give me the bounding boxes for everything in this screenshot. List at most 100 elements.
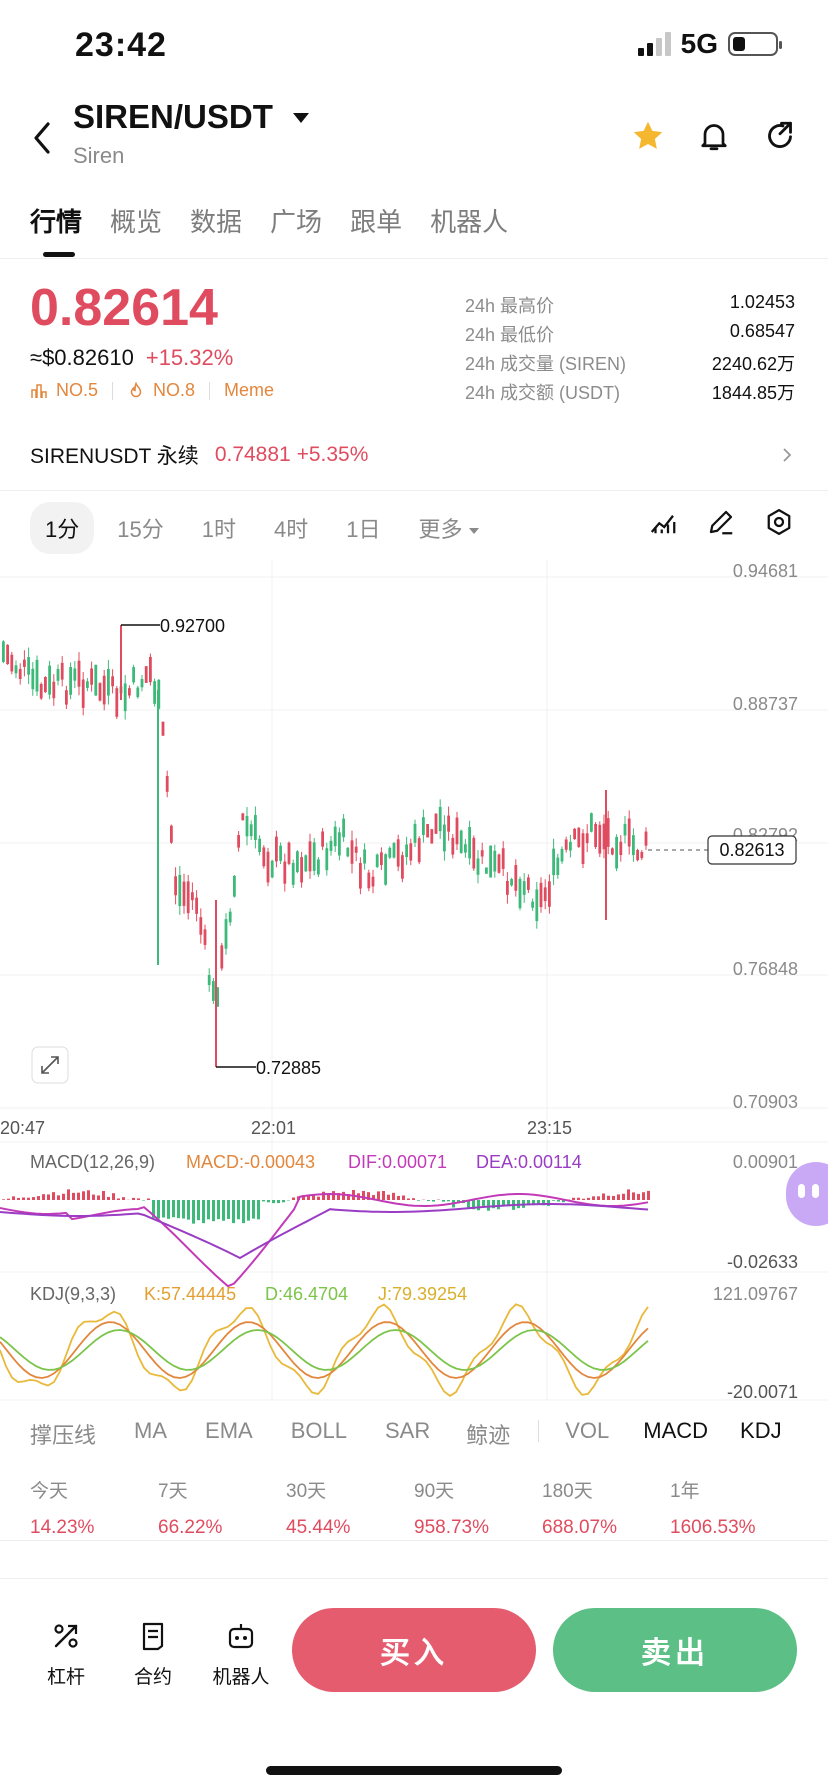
rank-tag[interactable]: NO.5 (30, 380, 98, 401)
interval-1h[interactable]: 1时 (201, 517, 236, 542)
star-icon[interactable] (630, 118, 666, 154)
bell-icon[interactable] (696, 118, 732, 154)
candle (539, 882, 543, 908)
candle (296, 851, 299, 873)
macd-bar (137, 1198, 140, 1200)
tab-data[interactable]: 数据 (190, 207, 243, 237)
hot-label: NO.8 (153, 380, 196, 400)
candle (455, 817, 459, 845)
interval-more[interactable]: 更多 (403, 502, 493, 554)
macd-bar (622, 1193, 625, 1200)
macd-bar (17, 1197, 20, 1200)
interval-1d[interactable]: 1日 (346, 517, 381, 542)
macd-bar (627, 1189, 630, 1200)
tab-copytrade[interactable]: 跟单 (350, 207, 403, 237)
tab-underline (43, 252, 75, 257)
tab-overview[interactable]: 概览 (110, 207, 163, 237)
macd-bar (372, 1195, 375, 1200)
ind-boll[interactable]: BOLL (290, 1418, 347, 1443)
bot-button[interactable]: 机器人 (205, 1620, 277, 1689)
candle (308, 841, 312, 872)
stats-panel: 24h 最高价 1.02453 24h 最低价 0.68547 24h 成交量 (S… (465, 292, 795, 408)
macd-bar (637, 1193, 640, 1200)
macd-bar (397, 1195, 400, 1200)
candle (632, 835, 635, 856)
meme-tag[interactable]: Meme (224, 380, 275, 400)
contract-button[interactable]: 合约 (118, 1620, 188, 1689)
macd-bar (32, 1197, 35, 1200)
macd-bar (482, 1200, 485, 1206)
candle (396, 839, 400, 867)
indicator-icon[interactable] (648, 507, 678, 537)
share-icon[interactable] (762, 118, 798, 154)
candle (585, 833, 589, 844)
ind-vol[interactable]: VOL (565, 1418, 610, 1443)
tab-bot[interactable]: 机器人 (430, 207, 509, 237)
chevron-down-icon (468, 528, 479, 535)
macd-bar (202, 1200, 205, 1224)
candle (132, 667, 135, 683)
candle (128, 688, 131, 696)
y-tick: 0.88737 (733, 694, 798, 714)
candle (73, 668, 77, 681)
chevron-right-icon[interactable] (780, 444, 794, 466)
candle (98, 683, 102, 701)
candle (384, 854, 387, 885)
tab-square[interactable]: 广场 (270, 207, 323, 237)
candle (56, 669, 60, 681)
candlestick-chart[interactable]: 0.94681 0.88737 0.82792 0.76848 0.70903 … (0, 555, 828, 1405)
candle (94, 664, 98, 696)
kdj-bottom: -20.0071 (727, 1382, 798, 1402)
ind-kdj[interactable]: KDJ (740, 1418, 782, 1443)
candle (144, 666, 148, 683)
perpetual-row[interactable]: SIRENUSDT 永续 0.74881 +5.35% (30, 440, 368, 470)
robot-icon (228, 1624, 254, 1649)
candle (367, 872, 371, 889)
sell-button[interactable]: 卖出 (553, 1608, 797, 1692)
candle (279, 845, 282, 861)
candle (443, 824, 446, 852)
candle (422, 817, 425, 835)
macd-bar (347, 1193, 350, 1200)
settings-icon[interactable] (764, 507, 794, 537)
candle (426, 824, 429, 838)
macd-dif: DIF:0.00071 (348, 1152, 447, 1172)
candle (123, 683, 127, 712)
interval-15m[interactable]: 15分 (117, 517, 164, 542)
pair-selector[interactable]: SIREN/USDT (73, 98, 309, 136)
ind-macd[interactable]: MACD (643, 1418, 709, 1443)
candle (405, 844, 408, 858)
candle (241, 813, 245, 821)
status-time: 23:42 (75, 26, 167, 64)
ind-support[interactable]: 撑压线 (30, 1423, 97, 1448)
candle (90, 668, 93, 685)
interval-1m[interactable]: 1分 (30, 502, 95, 554)
candle (472, 837, 476, 869)
expand-icon[interactable] (31, 1046, 69, 1084)
ind-sar[interactable]: SAR (384, 1418, 431, 1443)
tab-market[interactable]: 行情 (30, 207, 83, 237)
candle (392, 843, 396, 858)
interval-4h[interactable]: 4时 (273, 517, 309, 542)
draw-icon[interactable] (706, 507, 736, 537)
candle (275, 836, 278, 862)
leverage-button[interactable]: 杠杆 (31, 1620, 101, 1689)
candle (266, 851, 270, 883)
hot-tag[interactable]: NO.8 (127, 380, 195, 401)
macd-bar (97, 1195, 100, 1200)
buy-button[interactable]: 买入 (292, 1608, 536, 1692)
assistant-bubble[interactable] (786, 1162, 828, 1226)
back-icon[interactable] (28, 118, 56, 158)
macd-bar (157, 1200, 160, 1219)
ind-whale[interactable]: 鲸迹 (466, 1423, 511, 1448)
stat-row: 24h 成交额 (USDT) 1844.85万 (465, 383, 795, 403)
candle (464, 844, 467, 853)
macd-bar (167, 1200, 170, 1219)
candle (212, 981, 215, 1001)
ind-ma[interactable]: MA (134, 1418, 168, 1443)
macd-bar (162, 1200, 165, 1218)
candle (291, 862, 295, 885)
stat-row: 24h 最高价 1.02453 (465, 292, 795, 316)
y-tick: 0.70903 (733, 1092, 798, 1112)
ind-ema[interactable]: EMA (205, 1418, 253, 1443)
